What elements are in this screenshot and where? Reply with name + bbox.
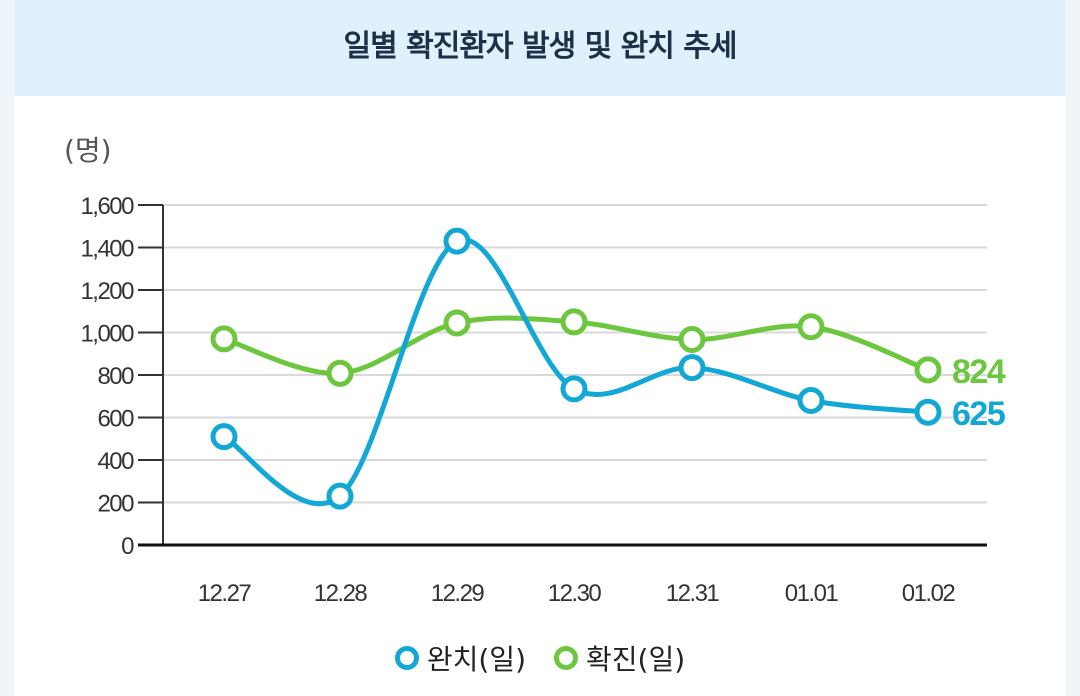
data-point-recovered — [797, 387, 825, 414]
data-point-recovered — [326, 482, 354, 510]
x-tick-label: 12.27 — [198, 580, 252, 607]
y-tick-label: 400 — [97, 448, 134, 475]
y-tick-label: 1,000 — [80, 321, 134, 348]
y-tick-label: 800 — [97, 363, 134, 390]
x-tick-label: 12.28 — [314, 580, 368, 607]
data-point-confirmed — [797, 313, 825, 341]
data-point-confirmed — [678, 326, 706, 354]
x-tick-label: 12.31 — [666, 580, 720, 607]
x-tick-label: 01.02 — [902, 580, 956, 607]
y-axis-unit-label: (명) — [64, 134, 112, 167]
y-tick-label: 0 — [121, 533, 134, 560]
legend-marker-confirmed — [554, 646, 578, 670]
data-point-recovered — [560, 375, 588, 403]
data-point-recovered — [678, 354, 706, 382]
end-value-label-recovered: 625 — [952, 395, 1005, 433]
x-tick-label: 01.01 — [785, 580, 839, 607]
y-tick-label: 600 — [97, 406, 134, 433]
data-point-confirmed — [210, 325, 238, 353]
data-point-confirmed — [560, 308, 588, 336]
y-tick-label: 200 — [97, 491, 134, 518]
data-point-confirmed — [443, 309, 471, 337]
y-tick-label: 1,600 — [80, 193, 134, 220]
y-tick-label: 1,200 — [80, 278, 134, 305]
chart-title: 일별 확진환자 발생 및 완치 추세 — [343, 29, 737, 64]
x-tick-label: 12.30 — [548, 580, 602, 607]
legend-label-confirmed: 확진(일) — [586, 643, 686, 676]
x-tick-label: 12.29 — [431, 580, 485, 607]
data-point-recovered — [914, 398, 942, 426]
data-point-recovered — [443, 227, 471, 255]
legend-item-recovered[interactable]: 완치(일) — [394, 638, 526, 678]
legend-label-recovered: 완치(일) — [426, 643, 526, 676]
y-tick-label: 1,400 — [80, 236, 134, 263]
data-point-confirmed — [326, 359, 354, 387]
legend-marker-recovered — [394, 646, 419, 670]
end-value-label-confirmed: 824 — [952, 353, 1006, 391]
legend-item-confirmed[interactable]: 확진(일) — [554, 638, 685, 678]
legend: 완치(일) 확진(일) — [0, 636, 1080, 680]
data-point-confirmed — [914, 356, 942, 384]
chart-header: 일별 확진환자 발생 및 완치 추세 — [14, 0, 1066, 96]
data-point-recovered — [210, 423, 238, 451]
